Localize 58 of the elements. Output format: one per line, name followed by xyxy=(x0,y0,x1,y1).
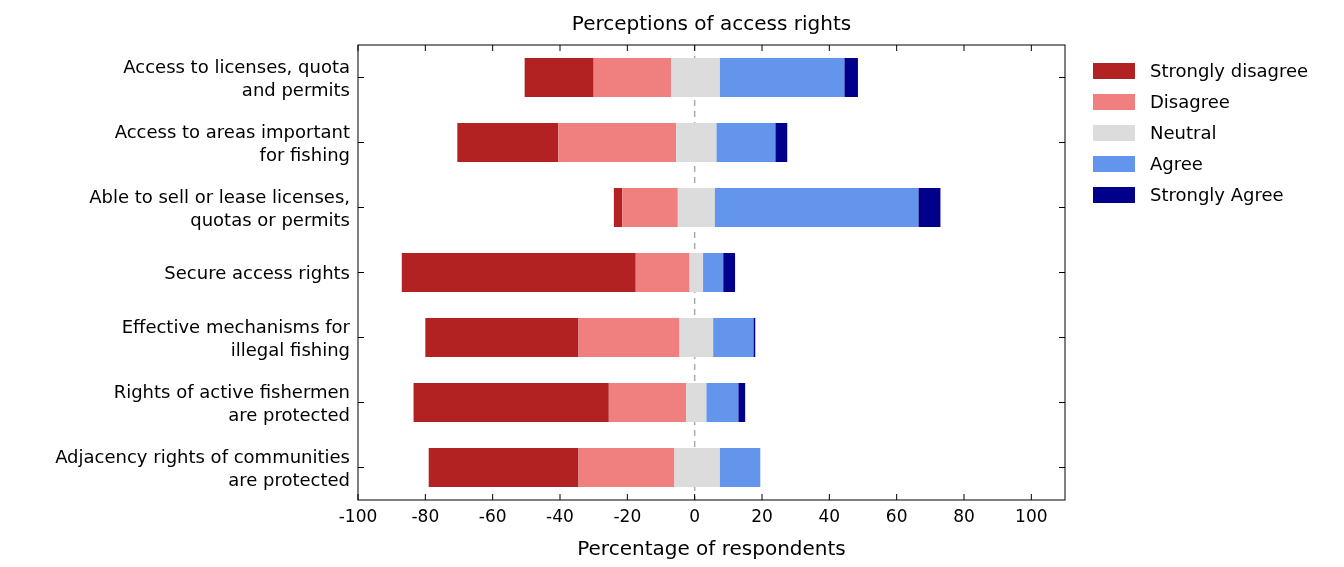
bar xyxy=(428,448,579,487)
x-tick-label: 60 xyxy=(885,506,908,526)
bar xyxy=(713,318,754,357)
bar xyxy=(714,188,919,227)
bar xyxy=(719,58,845,97)
bar xyxy=(706,383,739,422)
x-tick-label: 40 xyxy=(818,506,841,526)
bar xyxy=(635,253,690,292)
bar xyxy=(425,318,579,357)
bar xyxy=(613,188,623,227)
bar xyxy=(524,58,594,97)
legend-label: Strongly disagree xyxy=(1150,60,1309,81)
x-tick-label: -60 xyxy=(478,506,507,526)
bar xyxy=(622,188,678,227)
bar xyxy=(844,58,858,97)
y-tick-label: Access to areas important for fishing xyxy=(114,120,350,165)
bar xyxy=(674,448,720,487)
bar xyxy=(719,448,761,487)
bar xyxy=(457,123,559,162)
bar xyxy=(608,383,687,422)
x-tick-label: 80 xyxy=(953,506,975,526)
legend-label: Neutral xyxy=(1150,122,1217,143)
x-tick-label: -40 xyxy=(546,506,574,526)
y-tick-label: Effective mechanisms for illegal fishing xyxy=(121,315,351,360)
x-axis-title: Percentage of respondents xyxy=(577,536,846,560)
bar xyxy=(578,448,675,487)
chart-title: Perceptions of access rights xyxy=(571,11,852,35)
bar xyxy=(578,318,680,357)
bar xyxy=(593,58,672,97)
bar xyxy=(677,188,715,227)
bar xyxy=(738,383,746,422)
bar xyxy=(558,123,677,162)
x-tick-label: -20 xyxy=(613,506,642,526)
legend-label: Strongly Agree xyxy=(1150,184,1284,205)
x-tick-label: -80 xyxy=(411,506,440,526)
bar xyxy=(679,318,714,357)
legend-label: Agree xyxy=(1150,153,1203,174)
bar xyxy=(775,123,788,162)
bar xyxy=(413,383,609,422)
bar xyxy=(918,188,941,227)
x-tick-label: 0 xyxy=(689,506,701,526)
bar xyxy=(686,383,707,422)
bar xyxy=(703,253,724,292)
y-tick-label: Rights of active fishermen are protected xyxy=(113,380,350,425)
x-tick-label: 100 xyxy=(1015,506,1048,526)
x-tick-label: 20 xyxy=(751,506,773,526)
legend-label: Disagree xyxy=(1150,91,1230,112)
y-tick-label: Secure access rights xyxy=(164,261,350,283)
y-tick-label: Adjacency rights of communities are protected xyxy=(55,445,350,490)
y-tick-label: Access to licenses, quota and permits xyxy=(123,55,350,100)
bar xyxy=(723,253,736,292)
bar xyxy=(676,123,717,162)
bar xyxy=(401,253,636,292)
bar xyxy=(689,253,704,292)
x-tick-label: -100 xyxy=(338,506,378,526)
bar xyxy=(671,58,720,97)
y-tick-label: Able to sell or lease licenses, quotas or permits xyxy=(89,185,350,230)
bar xyxy=(716,123,776,162)
